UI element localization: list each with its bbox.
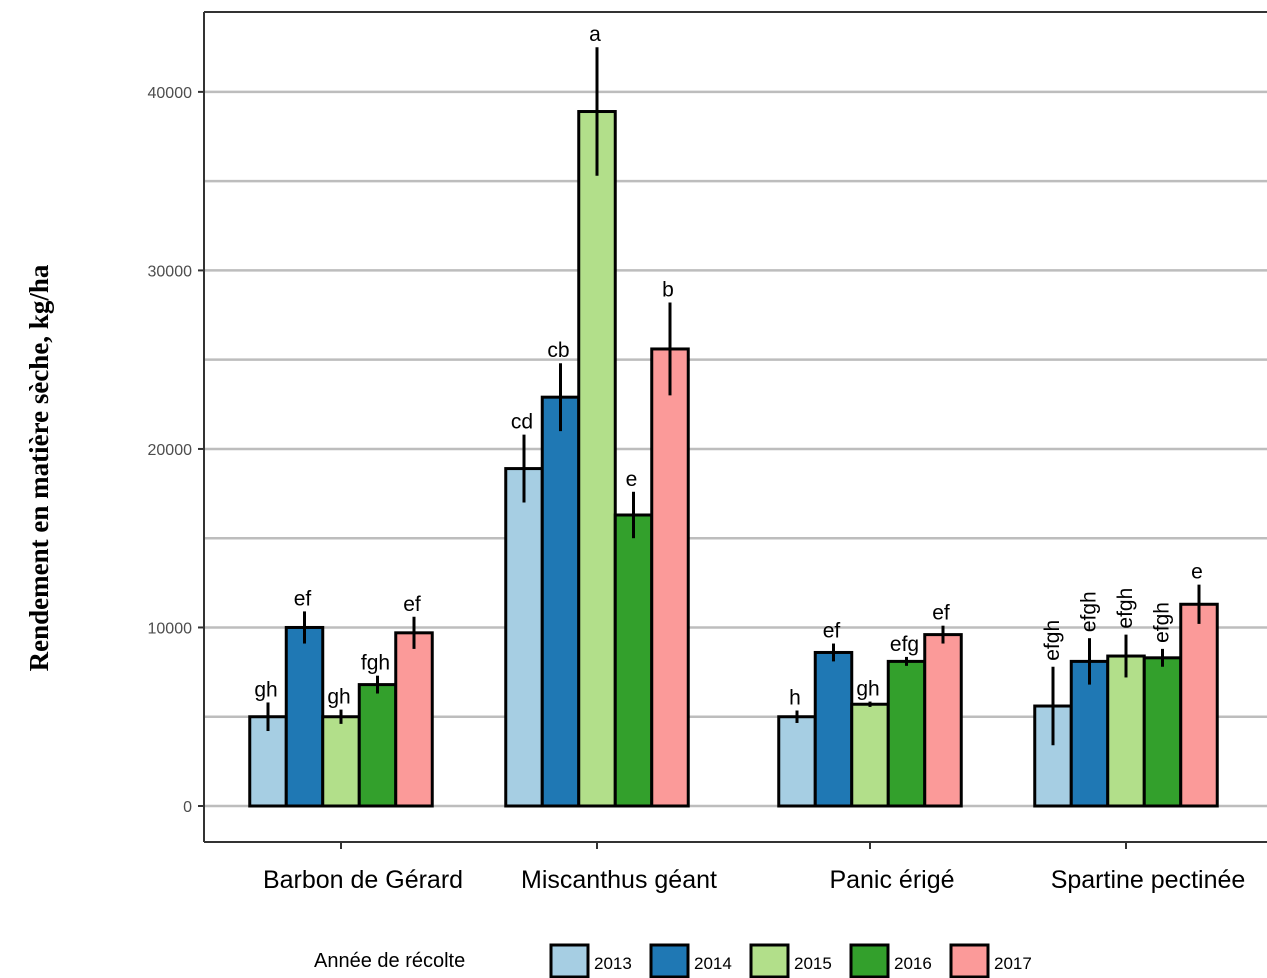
significance-letter: e xyxy=(626,468,638,491)
y-tick-label: 20000 xyxy=(148,442,193,459)
significance-letter: efgh xyxy=(1151,602,1174,643)
legend-title: Année de récolte xyxy=(314,950,465,972)
y-tick-label: 40000 xyxy=(148,85,193,102)
significance-letter: efgh xyxy=(1041,620,1064,661)
y-tick-label: 30000 xyxy=(148,263,193,280)
bar xyxy=(321,715,361,808)
bar xyxy=(923,633,963,808)
legend-swatch xyxy=(549,943,590,978)
x-tick-label: Spartine pectinée xyxy=(1051,866,1246,894)
y-tick-label: 0 xyxy=(183,799,192,816)
legend: 2013 2014 2015 2016 2017 xyxy=(549,943,1032,978)
bar xyxy=(504,467,544,808)
significance-letter: efgh xyxy=(1114,588,1137,629)
significance-letter: gh xyxy=(254,678,277,701)
significance-letter: efgh xyxy=(1078,591,1101,632)
bar xyxy=(394,631,434,808)
legend-label: 2013 xyxy=(594,954,632,973)
legend-label: 2016 xyxy=(894,954,932,973)
significance-letter: ef xyxy=(932,602,950,625)
significance-letter: cb xyxy=(547,339,569,362)
bar xyxy=(248,715,288,808)
significance-letter: ef xyxy=(823,620,841,643)
significance-letter: gh xyxy=(856,678,879,701)
error-bars xyxy=(266,47,1201,746)
bar xyxy=(813,650,854,808)
bar xyxy=(284,625,325,808)
significance-letter: efg xyxy=(890,633,919,656)
y-axis-title: Rendement en matière sèche, kg/ha xyxy=(24,264,54,671)
bar xyxy=(613,513,654,808)
bar xyxy=(1179,602,1219,808)
significance-letter: ef xyxy=(403,593,421,616)
legend-swatch xyxy=(849,943,890,978)
bar xyxy=(540,395,581,808)
bar xyxy=(577,110,617,808)
significance-letter: b xyxy=(662,279,674,302)
legend-swatch xyxy=(749,943,790,978)
legend-swatch xyxy=(649,943,690,978)
bar xyxy=(357,683,398,808)
y-tick-label: 10000 xyxy=(148,620,193,637)
significance-letter: ef xyxy=(294,587,312,610)
y-axis-ticks: 0 10000 20000 30000 40000 xyxy=(148,85,204,816)
bar xyxy=(1069,659,1110,808)
significance-letter: h xyxy=(789,686,801,709)
bar xyxy=(886,659,927,808)
bar xyxy=(1142,656,1183,808)
significance-letter: e xyxy=(1191,561,1203,584)
bar xyxy=(650,347,690,808)
x-axis-ticks: Barbon de Gérard Miscanthus géant Panic ér… xyxy=(263,842,1245,894)
significance-letter: cd xyxy=(511,411,533,434)
significance-letter: fgh xyxy=(361,652,390,675)
bar xyxy=(850,702,890,808)
bar xyxy=(1106,654,1146,808)
x-tick-label: Barbon de Gérard xyxy=(263,866,463,894)
bars xyxy=(248,110,1219,808)
legend-label: 2014 xyxy=(694,954,732,973)
x-tick-label: Miscanthus géant xyxy=(521,866,717,894)
legend-label: 2015 xyxy=(794,954,832,973)
bar xyxy=(777,715,817,808)
significance-letter: gh xyxy=(327,686,350,709)
significance-letter: a xyxy=(589,23,601,46)
x-tick-label: Panic érigé xyxy=(829,866,954,894)
legend-swatch xyxy=(949,943,990,978)
legend-label: 2017 xyxy=(994,954,1032,973)
